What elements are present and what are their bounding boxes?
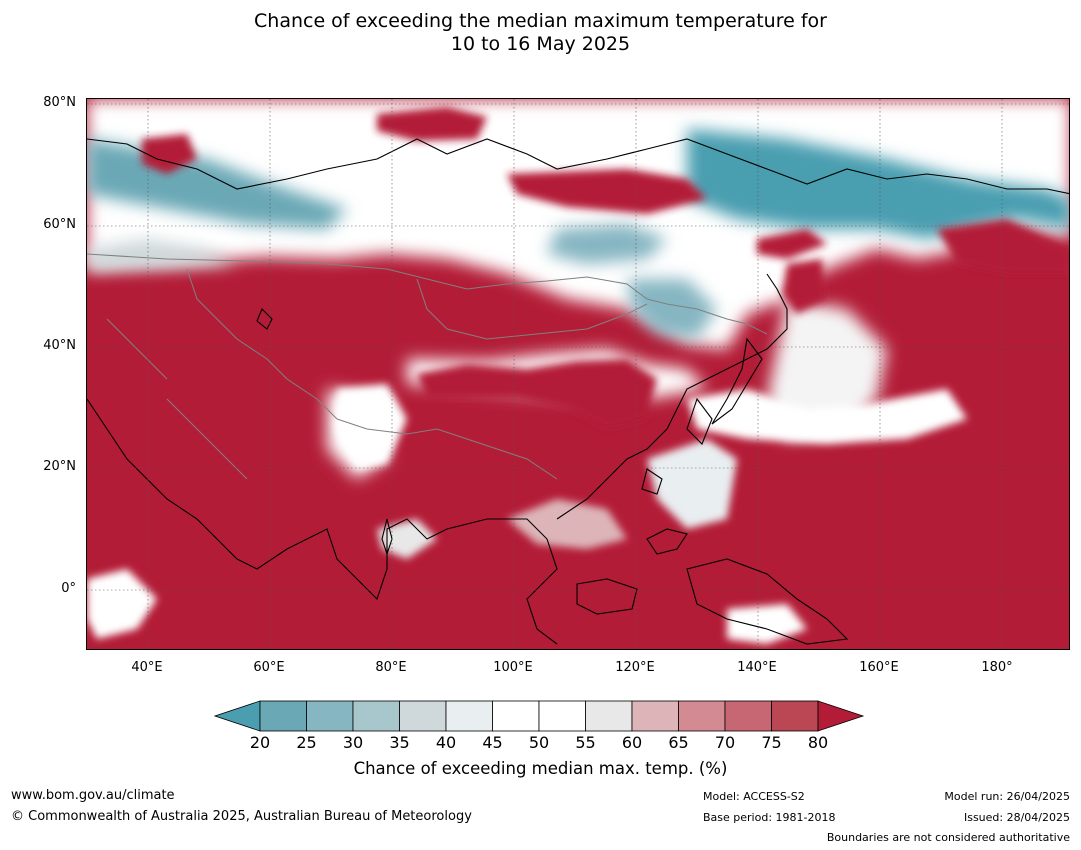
map-title: Chance of exceeding the median maximum t… [0,10,1081,56]
colorbar-tick-label: 40 [435,733,457,752]
red-patches [142,107,1069,429]
colorbar-high-extension [817,700,865,732]
colorbar-tick-label: 70 [714,733,736,752]
colorbar-segment [724,700,772,732]
colorbar-segment [538,700,586,732]
footer-disclaimer: Boundaries are not considered authoritat… [826,831,1070,844]
title-line-2: 10 to 16 May 2025 [450,33,631,55]
colorbar-segment [585,700,633,732]
colorbar-tick-label: 35 [389,733,410,752]
lat-label-0: 0° [61,581,76,596]
colorbar-tick-label: 45 [482,733,503,752]
title-line-1: Chance of exceeding the median maximum t… [254,10,827,32]
lat-label-20n: 20°N [43,459,76,474]
colorbar-segment [771,700,819,732]
graticule [87,99,1069,649]
colorbar [214,700,865,732]
map-canvas [87,99,1069,649]
colorbar-segment [492,700,540,732]
footer-url: www.bom.gov.au/climate [11,788,175,803]
colorbar-tick-label: 60 [621,733,643,752]
probability-map [86,98,1070,650]
footer-base-period: Base period: 1981-2018 [703,811,836,824]
footer-model: Model: ACCESS-S2 [703,790,805,803]
footer-copyright: © Commonwealth of Australia 2025, Austra… [11,809,472,824]
colorbar-segment [259,700,307,732]
colorbar-segment [678,700,726,732]
lon-label-180: 180° [981,660,1013,675]
lon-label-100e: 100°E [493,660,533,675]
coastlines [87,138,1069,645]
country-boundaries [87,253,768,480]
blue-field [87,129,1069,339]
lon-label-140e: 140°E [737,660,777,675]
colorbar-segment [445,700,493,732]
lat-label-80n: 80°N [43,95,76,110]
colorbar-low-extension [214,700,261,732]
lat-label-40n: 40°N [43,338,76,353]
colorbar-segment [352,700,400,732]
footer-model-run: Model run: 26/04/2025 [944,790,1070,803]
pale-patches [87,384,967,644]
lon-label-120e: 120°E [615,660,655,675]
colorbar-tick-label: 25 [296,733,317,752]
colorbar-segment [306,700,354,732]
lon-label-40e: 40°E [131,660,163,675]
footer-issued: Issued: 28/04/2025 [963,811,1070,824]
colorbar-tick-label: 65 [668,733,689,752]
lon-label-80e: 80°E [375,660,407,675]
colorbar-label: Chance of exceeding median max. temp. (%… [353,759,728,778]
colorbar-segment [399,700,447,732]
lat-label-60n: 60°N [43,217,76,232]
colorbar-segment [631,700,679,732]
colorbar-tick-label: 30 [342,733,364,752]
colorbar-tick-label: 80 [807,733,829,752]
colorbar-tick-label: 50 [528,733,550,752]
colorbar-tick-label: 75 [761,733,782,752]
lon-label-60e: 60°E [253,660,285,675]
lon-label-160e: 160°E [859,660,899,675]
colorbar-tick-label: 20 [249,733,271,752]
colorbar-tick-label: 55 [575,733,596,752]
